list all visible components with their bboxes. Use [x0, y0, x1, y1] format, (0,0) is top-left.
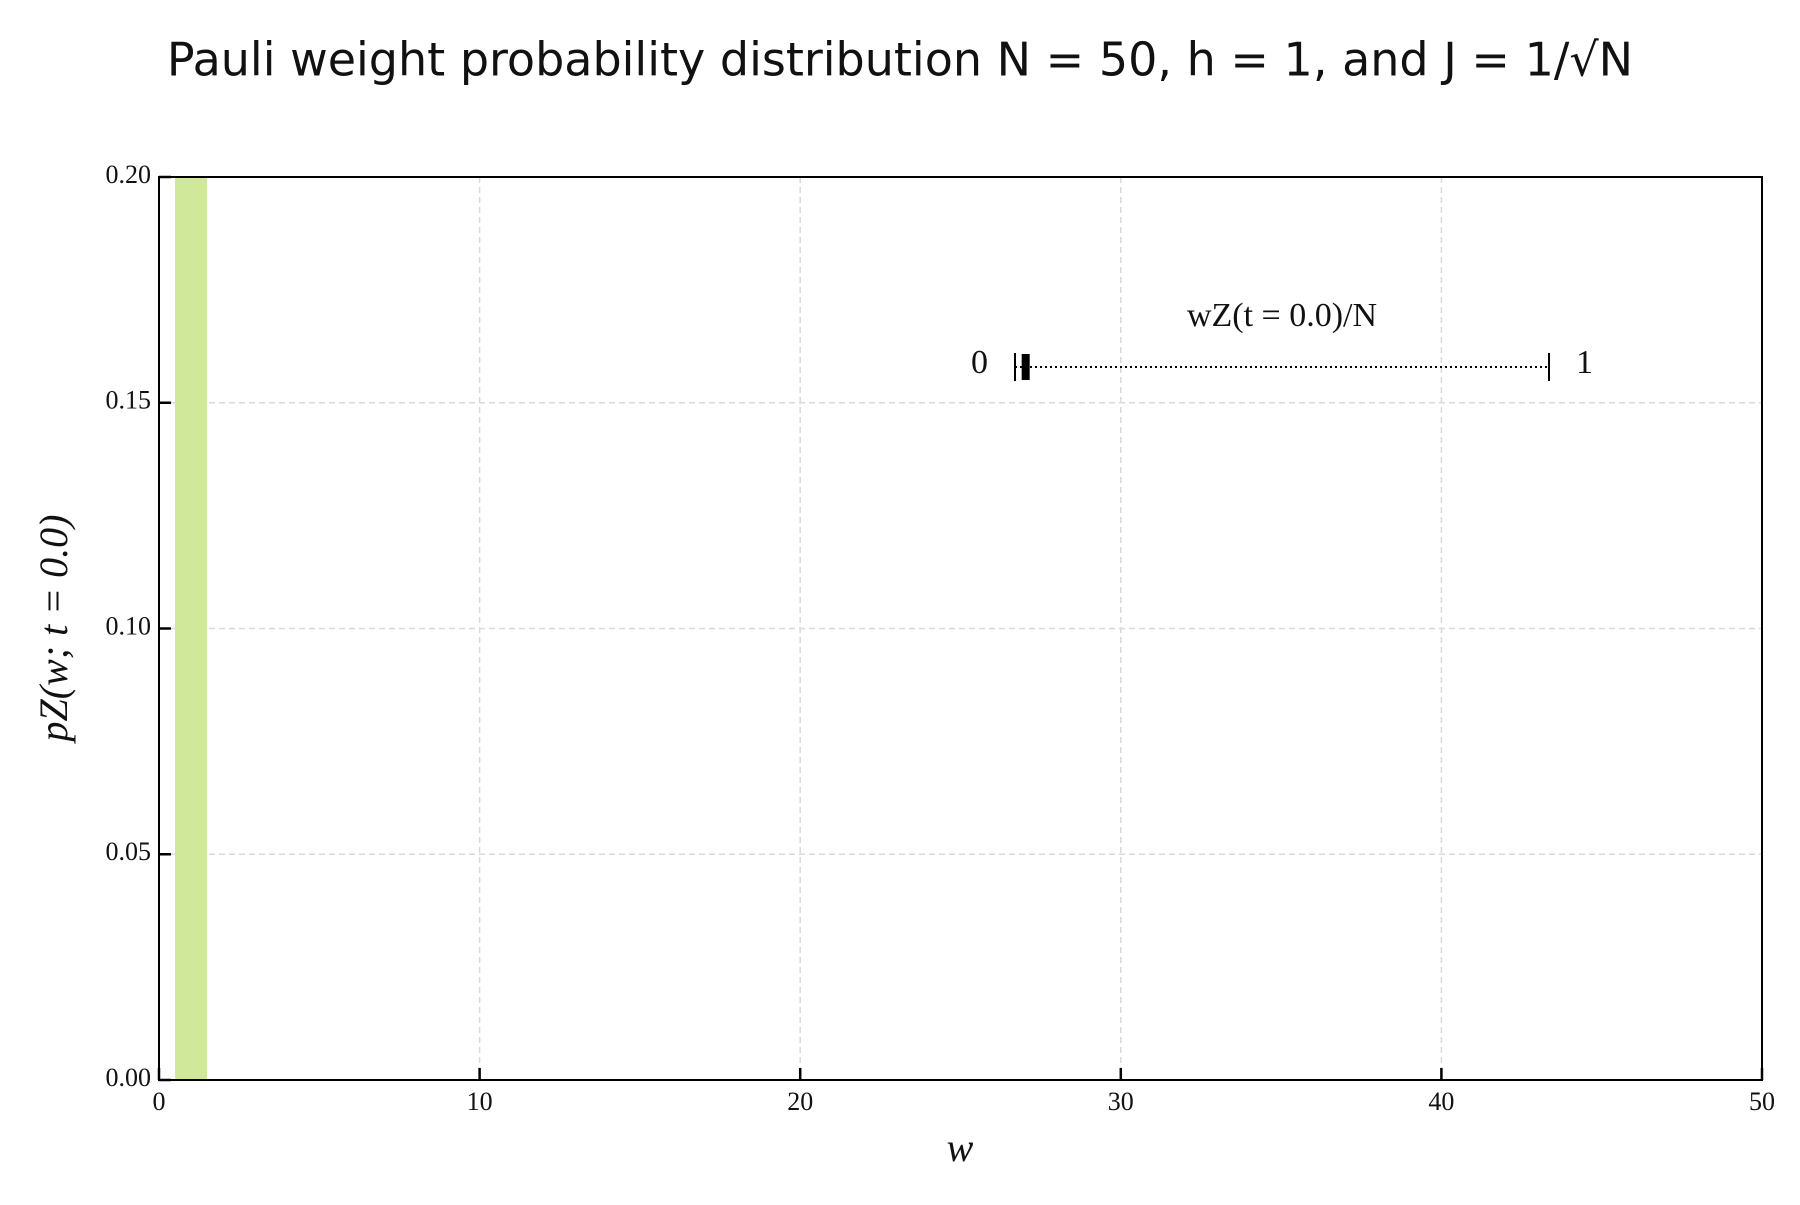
y-tick-label: 0.20: [106, 160, 152, 189]
inset-max-label: 1: [1576, 344, 1593, 381]
inset-marker: [1021, 354, 1030, 380]
y-axis-label: pZ(w; t = 0.0): [31, 515, 76, 745]
x-axis-label: w: [947, 1125, 974, 1170]
y-tick-label: 0.00: [106, 1063, 152, 1092]
x-tick-label: 10: [467, 1087, 493, 1116]
x-tick-label: 30: [1108, 1087, 1134, 1116]
chart-title: Pauli weight probability distribution N …: [167, 33, 1633, 87]
x-tick-label: 40: [1428, 1087, 1454, 1116]
inset-title: wZ(t = 0.0)/N: [1187, 297, 1377, 334]
y-tick-label: 0.15: [106, 386, 152, 415]
bars: [175, 177, 208, 1080]
grid: [159, 177, 1762, 1080]
inset-min-label: 0: [971, 344, 988, 381]
y-tick-label: 0.10: [106, 611, 152, 640]
y-tick-label: 0.05: [106, 837, 152, 866]
x-tick-label: 20: [787, 1087, 813, 1116]
bar: [175, 177, 208, 1080]
inset: wZ(t = 0.0)/N 0 1: [971, 297, 1593, 381]
x-tick-label: 50: [1749, 1087, 1775, 1116]
ticks: 0 10 20 30 40 500.000.050.100.150.20: [106, 160, 1776, 1116]
x-tick-label: 0: [153, 1087, 166, 1116]
